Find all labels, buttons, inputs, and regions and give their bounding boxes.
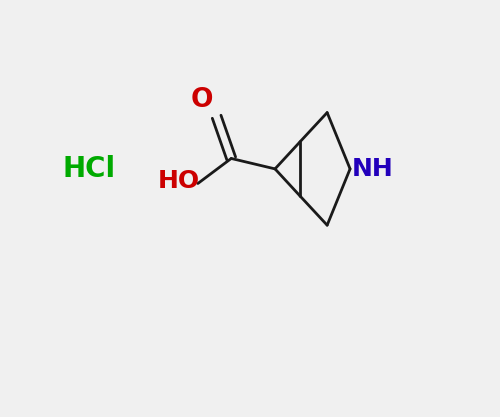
Text: HO: HO (158, 169, 200, 193)
Text: O: O (191, 87, 214, 113)
Text: HCl: HCl (63, 155, 116, 183)
Text: NH: NH (352, 157, 394, 181)
